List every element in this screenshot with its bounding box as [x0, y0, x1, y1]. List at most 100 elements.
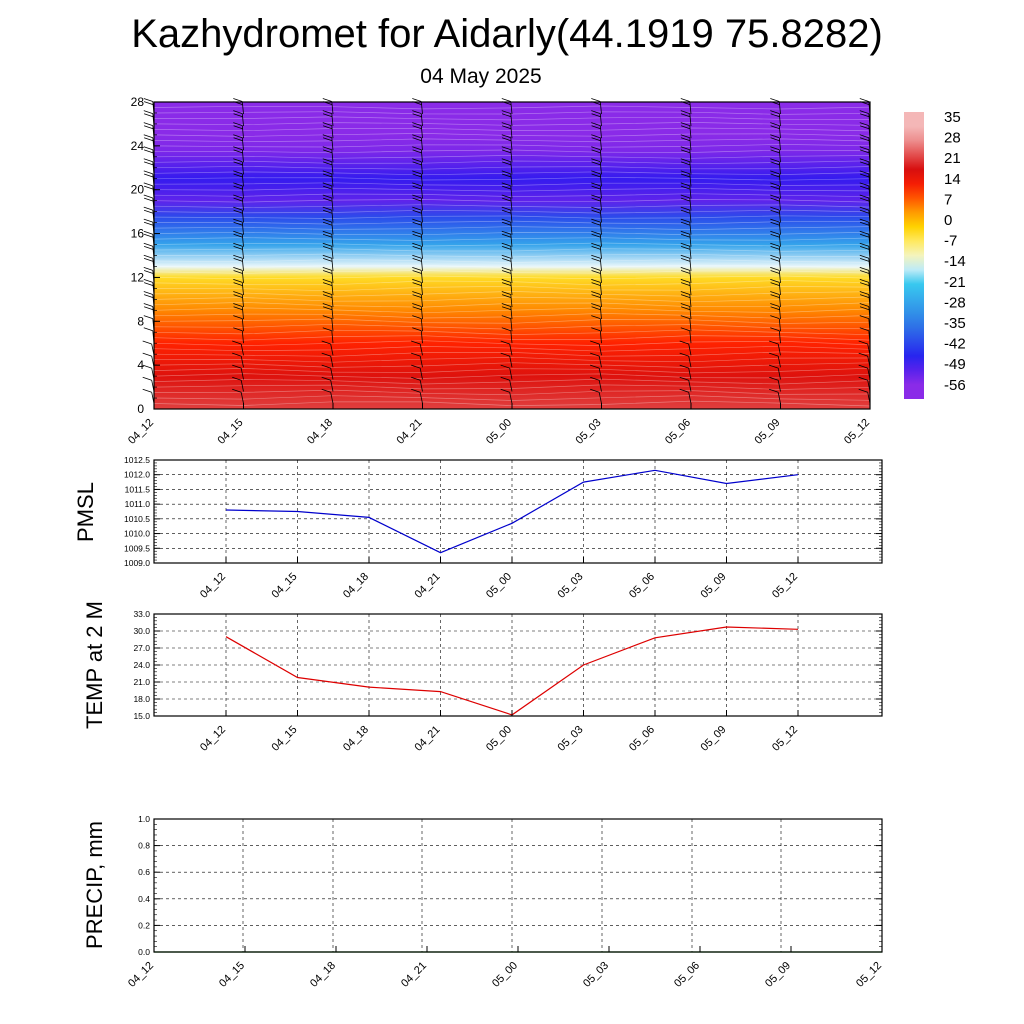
wind-barb	[501, 158, 513, 175]
wind-barb	[680, 315, 692, 332]
wind-barb	[770, 206, 781, 223]
x-tick-label: 04_15	[217, 960, 247, 990]
wind-barb	[143, 315, 155, 332]
wind-barb	[233, 194, 244, 211]
temperature-isoline	[153, 176, 871, 181]
wind-barb	[143, 242, 155, 259]
temperature-isoline	[153, 389, 871, 396]
wind-barb	[412, 327, 423, 344]
wind-barb	[501, 267, 513, 283]
wind-barb	[143, 206, 155, 223]
wind-barb	[233, 218, 244, 235]
y-tick-label: 1010.0	[124, 529, 150, 539]
wind-barb	[143, 134, 155, 151]
wind-barb	[322, 182, 334, 199]
temperature-isoline	[153, 307, 871, 314]
wind-barb	[232, 340, 244, 356]
wind-barb	[322, 110, 334, 127]
wind-barb	[233, 291, 244, 308]
wind-barb	[591, 230, 602, 247]
x-tick-label: 05_09	[763, 960, 793, 990]
wind-barb	[591, 254, 602, 271]
temperature-isoline	[153, 356, 871, 363]
wind-barb	[770, 327, 781, 344]
wind-barb	[680, 182, 692, 199]
x-tick-label: 04_15	[216, 417, 246, 447]
wind-barb	[412, 291, 423, 308]
y-tick-label: 1.0	[138, 814, 150, 824]
wind-barb	[679, 376, 692, 392]
wind-barb	[501, 315, 513, 332]
y-tick-label: 0.2	[138, 920, 150, 930]
y-tick-label: 20	[131, 183, 145, 197]
temperature-isoline	[153, 105, 871, 110]
wind-barb	[590, 352, 602, 368]
wind-barb	[679, 364, 692, 380]
wind-barb	[321, 364, 334, 380]
wind-barb	[591, 110, 602, 127]
y-tick-label: 0.8	[138, 841, 150, 851]
wind-barb	[233, 158, 244, 175]
wind-barb	[322, 315, 334, 332]
wind-barb	[411, 388, 423, 404]
wind-barb	[591, 194, 602, 211]
wind-barb	[322, 303, 334, 320]
wind-barb	[322, 122, 334, 139]
x-tick-label: 05_06	[663, 417, 693, 447]
precip-ylabel: PRECIP, mm	[82, 821, 107, 949]
wind-barb	[143, 170, 155, 187]
wind-barb	[680, 230, 692, 247]
wind-barb	[321, 340, 334, 356]
cross-section-y-axis: 0 4 8 12 16 20 24 28	[131, 95, 160, 416]
wind-barb	[591, 146, 602, 163]
wind-barb	[322, 279, 334, 296]
temperature-isoline	[153, 165, 871, 170]
wind-barb	[233, 170, 244, 187]
wind-barb	[679, 352, 692, 368]
y-tick-label: 33.0	[133, 609, 150, 619]
y-tick-label: 1009.0	[124, 558, 150, 568]
y-tick-label: 12	[131, 270, 145, 284]
colorbar-label: -21	[944, 274, 966, 291]
wind-barb	[412, 194, 423, 211]
wind-barb	[500, 364, 513, 380]
wind-barb	[590, 340, 602, 356]
temperature-isoline	[153, 275, 871, 280]
x-tick-label: 05_09	[699, 571, 729, 601]
temperature-isoline	[153, 127, 871, 132]
temperature-isoline	[153, 329, 871, 336]
x-tick-label: 04_21	[395, 417, 425, 447]
x-tick-label: 05_00	[484, 571, 514, 601]
x-tick-label: 05_00	[484, 417, 514, 447]
wind-barb	[501, 170, 513, 187]
x-tick-label: 05_12	[770, 724, 800, 754]
wind-barb	[591, 267, 602, 283]
temperature-isoline	[153, 362, 871, 368]
chart-title: Kazhydromet for Aidarly(44.1919 75.8282)	[131, 12, 883, 56]
wind-barb	[142, 388, 155, 404]
y-tick-label: 1009.5	[124, 543, 150, 553]
wind-barb	[501, 194, 513, 211]
wind-barb	[770, 218, 781, 235]
temperature-isoline	[153, 373, 871, 379]
wind-barb	[412, 218, 423, 235]
pmsl-grid	[154, 459, 882, 564]
wind-barb	[680, 303, 692, 320]
wind-barb	[769, 376, 781, 392]
wind-barb	[321, 376, 334, 392]
wind-barb	[769, 352, 781, 368]
chart-subtitle: 04 May 2025	[420, 65, 542, 88]
wind-barb	[143, 146, 155, 163]
colorbar: 35 28 21 14 7 0 -7 -14 -21 -28 -35 -42 -49 -56	[904, 109, 966, 399]
wind-barb	[770, 303, 781, 320]
temperature-isoline	[153, 340, 871, 347]
wind-barb	[412, 110, 423, 127]
wind-barb	[591, 242, 602, 259]
wind-barb	[143, 303, 155, 320]
colorbar-label: -49	[944, 356, 966, 373]
y-tick-label: 0.4	[138, 894, 150, 904]
x-tick-label: 05_09	[753, 417, 783, 447]
wind-barb	[142, 352, 155, 368]
x-tick-label: 04_12	[126, 417, 156, 447]
